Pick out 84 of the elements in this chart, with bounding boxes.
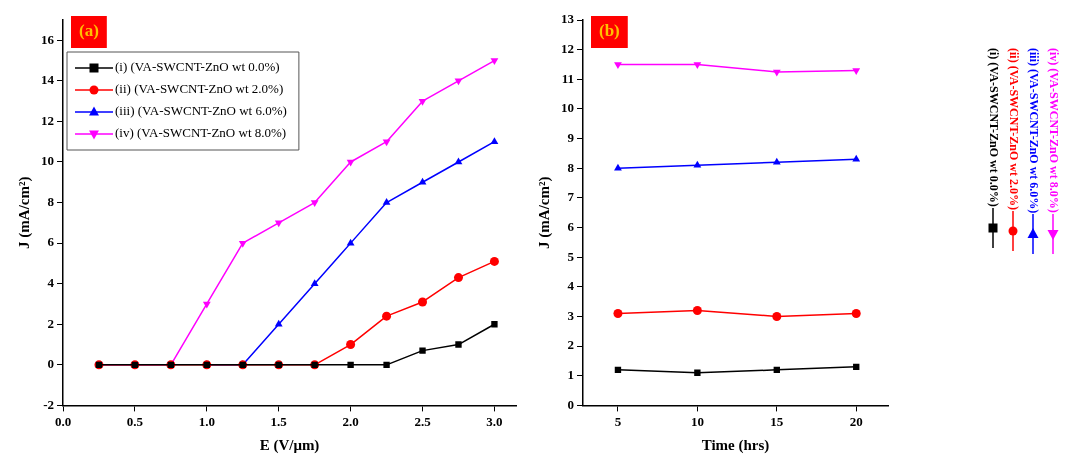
x-tick-label: 0.5 [126, 413, 144, 429]
x-tick-label: 2.5 [414, 413, 432, 429]
y-tick-label: 10 [41, 153, 54, 169]
legend-label: (i) (VA-SWCNT-ZnO wt 0.0%) [115, 59, 280, 75]
legend-label: (iii) (VA-SWCNT-ZnO wt 6.0%) [115, 103, 287, 119]
x-tick-label: 10 [690, 413, 704, 429]
point [419, 347, 426, 354]
point [346, 159, 355, 167]
point [418, 98, 427, 106]
point [418, 297, 428, 307]
y-tick-label: 13 [561, 11, 575, 27]
x-tick-label: 15 [770, 413, 784, 429]
point [382, 311, 392, 321]
point [692, 306, 702, 316]
y-tick-label: 5 [567, 248, 575, 264]
point [274, 319, 283, 327]
point [852, 154, 861, 162]
point [490, 137, 499, 144]
text: (ii) (VA-SWCNT-ZnO wt 2.0%) [1005, 48, 1021, 211]
legend-label: (ii) (VA-SWCNT-ZnO wt 2.0%) [115, 81, 284, 97]
y-tick-label: 9 [567, 129, 575, 145]
y-tick-label: 11 [561, 70, 574, 86]
chart-title: (a) [79, 21, 99, 41]
point [694, 369, 701, 376]
point [310, 200, 319, 208]
chart-title: (b) [599, 21, 620, 41]
y-tick-label: 14 [41, 72, 55, 88]
y-tick-label: 0 [47, 356, 54, 372]
point [693, 160, 702, 168]
y-tick-label: 12 [561, 41, 574, 57]
x-tick-label: 20 [849, 413, 863, 429]
y-tick-label: 0 [567, 396, 574, 412]
point [418, 177, 427, 185]
legend-label: (iv) (VA-SWCNT-ZnO wt 8.0%) [115, 125, 287, 141]
point [852, 68, 861, 75]
x-tick-label: 0.0 [54, 413, 72, 429]
y-tick-label: 6 [47, 234, 55, 250]
x-axis-title: Time (hrs) [701, 436, 770, 454]
point [453, 273, 463, 283]
point [454, 157, 463, 165]
y-axis-title: J (mA/cm²) [535, 176, 553, 249]
y-tick-label: 4 [567, 278, 575, 294]
y-tick-label: 4 [47, 275, 55, 291]
x-tick-label: 2.0 [342, 413, 359, 429]
y-tick-label: 12 [41, 112, 54, 128]
y-tick-label: 8 [567, 159, 575, 175]
y-tick-label: 3 [567, 307, 575, 323]
point [346, 340, 356, 350]
point [310, 279, 319, 286]
point [382, 198, 391, 205]
x-tick-label: 5 [614, 413, 622, 429]
point [693, 62, 702, 69]
y-tick-label: 10 [561, 100, 574, 116]
point [614, 62, 622, 69]
text: (iv) (VA-SWCNT-ZnO wt 8.0%) [1045, 48, 1061, 213]
x-axis-title: E (V/μm) [259, 436, 320, 454]
x-tick-label: 1.0 [198, 413, 215, 429]
text: (iii) (VA-SWCNT-ZnO wt 6.0%) [1025, 48, 1041, 214]
x-tick-label: 3.0 [486, 413, 503, 429]
point [202, 301, 211, 309]
point [454, 78, 463, 86]
y-tick-label: 7 [567, 189, 575, 205]
y-tick-label: -2 [43, 396, 54, 412]
point [851, 309, 861, 318]
y-tick-label: 16 [41, 31, 55, 47]
point [382, 139, 391, 147]
y-axis-title: J (mA/cm²) [15, 176, 33, 249]
point [238, 240, 247, 248]
point [347, 361, 354, 369]
point [772, 311, 782, 321]
y-tick-label: 6 [567, 218, 575, 234]
point [489, 256, 499, 266]
x-tick-label: 1.5 [270, 413, 288, 429]
point [455, 341, 462, 348]
point [772, 157, 781, 165]
point [491, 321, 498, 328]
y-tick-label: 2 [567, 337, 574, 353]
point [613, 309, 623, 318]
point [490, 58, 499, 66]
text: (i) (VA-SWCNT-ZnO wt 0.0%) [985, 48, 1001, 207]
point [383, 361, 390, 369]
y-tick-label: 2 [47, 315, 54, 331]
y-tick-label: 1 [567, 367, 574, 383]
y-tick-label: 8 [47, 193, 55, 209]
